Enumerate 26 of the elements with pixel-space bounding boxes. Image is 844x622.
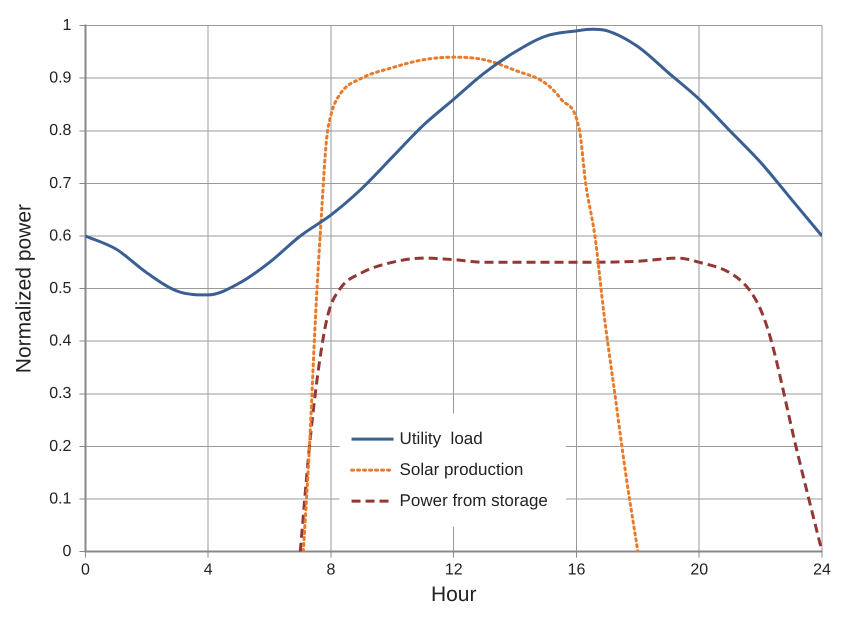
line-series: [85, 28, 822, 296]
y-tick-label: 0.4: [49, 332, 72, 350]
y-axis-title: Normalized power: [12, 204, 36, 374]
y-tick-label: 0.5: [49, 280, 72, 298]
legend-label: Utility load: [400, 428, 483, 448]
x-tick-label: 16: [568, 562, 586, 579]
line-series: [302, 56, 640, 552]
x-tick-label: 24: [813, 562, 831, 579]
y-tick-label: 0.7: [49, 174, 72, 192]
legend-label: Power from storage: [400, 490, 548, 510]
x-tick-label: 0: [80, 562, 90, 579]
y-tick-label: 0: [62, 543, 72, 560]
y-tick-label: 0.2: [49, 438, 72, 455]
x-tick-label: 12: [444, 562, 463, 579]
y-tick-label: 0.8: [49, 122, 72, 140]
x-tick-label: 8: [326, 562, 336, 579]
y-tick-label: 0.3: [49, 385, 72, 402]
line-series: [298, 256, 822, 552]
y-tick-label: 0.6: [49, 227, 72, 244]
y-tick-label: 1: [62, 17, 72, 34]
x-tick-label: 20: [690, 562, 708, 579]
legend-label: Solar production: [400, 460, 524, 479]
x-tick-label: 4: [204, 562, 213, 579]
x-axis-title: Hour: [430, 583, 476, 606]
y-tick-label: 0.9: [49, 70, 72, 87]
y-tick-label: 0.1: [49, 490, 72, 508]
